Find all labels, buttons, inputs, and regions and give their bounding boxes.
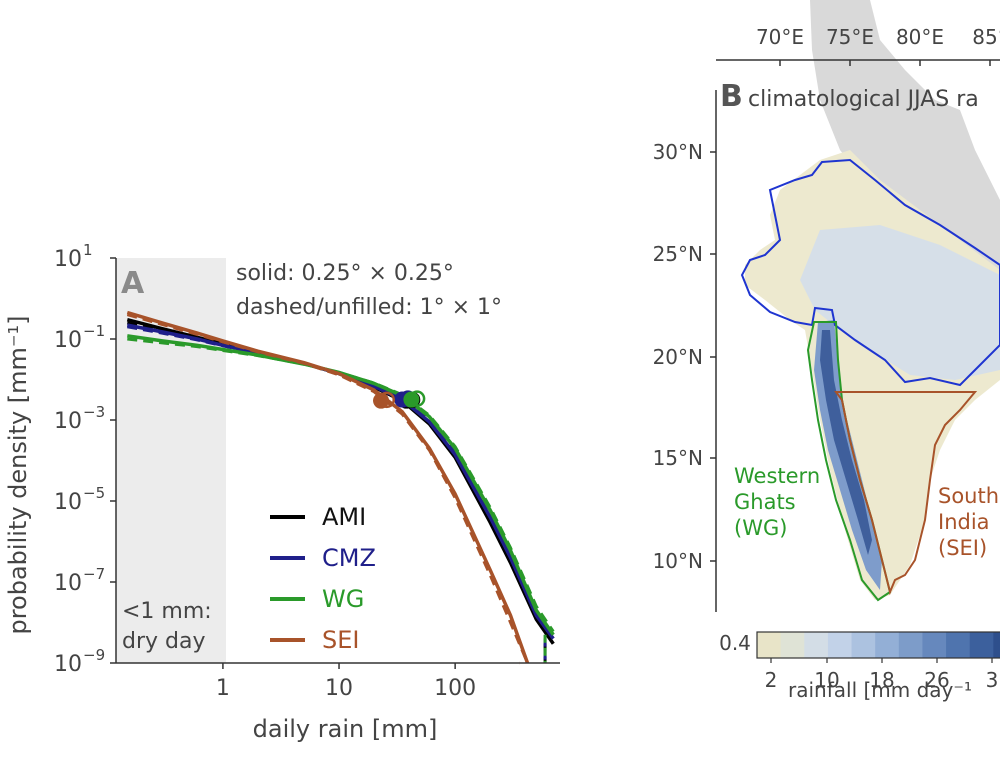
- y-tick-exponent-1: −1: [83, 322, 105, 340]
- series-group: [126, 310, 555, 664]
- series-wg-line: [127, 334, 555, 636]
- wg-outline: [806, 321, 892, 602]
- legend-label-sei: SEI: [322, 626, 359, 654]
- panel-b: 70°E 75°E 80°E 85° 30°N 25°N 20°N 15°N 10°N B c…: [653, 0, 1000, 702]
- y-tick-label-3: 10: [54, 490, 82, 515]
- map-y-ticks: 30°N 25°N 20°N 15°N 10°N: [653, 140, 716, 573]
- legend-label-wg: WG: [322, 585, 364, 613]
- series-wg-marker-unfilled: [408, 390, 426, 407]
- dry-day-label-2: dry day: [122, 629, 206, 654]
- region-label-wg-2: (WG): [734, 516, 787, 540]
- y-tick-exponent-5: −9: [83, 646, 105, 664]
- colorbar-cell-4: [851, 632, 876, 658]
- x-tick-label-1: 10: [325, 676, 353, 701]
- colorbar-tick-label-0: 2: [765, 668, 778, 692]
- y-tick-exponent-0: 1: [83, 241, 93, 259]
- region-label-sei-2: (SEI): [938, 536, 987, 560]
- map-x-tick-label-0: 70°E: [756, 25, 804, 49]
- map-y-tick-label-3: 15°N: [653, 446, 703, 470]
- map-y-tick-label-2: 20°N: [653, 345, 703, 369]
- y-axis-label: probability density [mm⁻¹]: [4, 315, 32, 634]
- colorbar-cell-0: [757, 632, 782, 658]
- legend: AMI CMZ WG SEI: [270, 503, 376, 654]
- colorbar-cell-10: [993, 632, 1000, 658]
- map-y-tick-label-1: 25°N: [653, 242, 703, 266]
- colorbar-frame: [756, 631, 1000, 659]
- x-ticks: 1 10 100: [216, 663, 476, 701]
- colorbar-tick-label-3: 26: [924, 668, 949, 692]
- series-sei-line: [126, 310, 530, 664]
- colorbar-cell-7: [922, 632, 947, 658]
- y-tick-label-5: 10: [54, 652, 82, 677]
- dry-day-label-1: <1 mm:: [122, 599, 212, 624]
- x-tick-label-0: 1: [216, 676, 230, 701]
- panel-b-label: B: [720, 79, 743, 114]
- colorbar-label: rainfall [mm day⁻¹: [788, 678, 972, 702]
- colorbar-tick-label-4: 3: [986, 668, 999, 692]
- colorbar: 2 10 18 26 3: [756, 631, 1000, 692]
- legend-label-cmz: CMZ: [322, 544, 376, 572]
- colorbar-cell-3: [827, 632, 853, 658]
- map-x-tick-label-1: 75°E: [826, 25, 874, 49]
- y-tick-exponent-2: −3: [83, 403, 105, 421]
- land-gray: [810, 0, 1000, 300]
- region-label-wg-0: Western: [734, 464, 820, 488]
- annotation-line-1: solid: 0.25° × 0.25°: [236, 261, 454, 286]
- colorbar-tick-label-2: 18: [869, 668, 894, 692]
- colorbar-tick-label-1: 10: [814, 668, 839, 692]
- colorbar-cell-1: [780, 632, 805, 658]
- colorbar-cell-8: [946, 632, 971, 658]
- cmz-outline: [740, 158, 1000, 387]
- cmz-rain-field: [800, 225, 1000, 380]
- x-tick-label-2: 100: [434, 676, 476, 701]
- sei-outline: [834, 391, 978, 596]
- y-tick-exponent-4: −7: [83, 565, 105, 583]
- y-tick-label-4: 10: [54, 571, 82, 596]
- region-label-sei-1: India: [938, 510, 990, 534]
- map-x-tick-label-2: 80°E: [896, 25, 944, 49]
- colorbar-cell-5: [875, 632, 900, 658]
- series-cmz-line: [126, 323, 555, 640]
- y-tick-label-2: 10: [54, 409, 82, 434]
- map-title: climatological JJAS ra: [748, 87, 979, 112]
- map-x-ticks: 70°E 75°E 80°E 85°: [756, 25, 1000, 66]
- map-y-tick-label-0: 30°N: [653, 140, 703, 164]
- panel-a-label: A: [121, 266, 145, 301]
- x-axis-label: daily rain [mm]: [253, 715, 438, 743]
- marker-group: [373, 390, 426, 409]
- colorbar-cell-9: [969, 632, 994, 658]
- map-y-tick-label-4: 10°N: [653, 549, 703, 573]
- y-tick-label-1: 10: [54, 328, 82, 353]
- legend-label-ami: AMI: [322, 503, 366, 531]
- y-tick-exponent-3: −5: [83, 484, 105, 502]
- region-label-wg-1: Ghats: [734, 490, 796, 514]
- wg-rain-core: [820, 330, 872, 555]
- series-sei-dashed: [126, 313, 529, 664]
- colorbar-cell-6: [898, 632, 923, 658]
- region-label-sei-0: South: [938, 484, 999, 508]
- colorbar-cell-2: [804, 632, 829, 658]
- panel-a: A solid: 0.25° × 0.25° dashed/unfilled: …: [4, 241, 560, 743]
- colorbar-min-label: 0.4: [719, 631, 751, 655]
- map-x-tick-label-3: 85°: [972, 25, 1000, 49]
- series-sei-marker-unfilled: [378, 391, 395, 409]
- annotation-line-2: dashed/unfilled: 1° × 1°: [236, 295, 502, 320]
- y-tick-label-0: 10: [54, 247, 82, 272]
